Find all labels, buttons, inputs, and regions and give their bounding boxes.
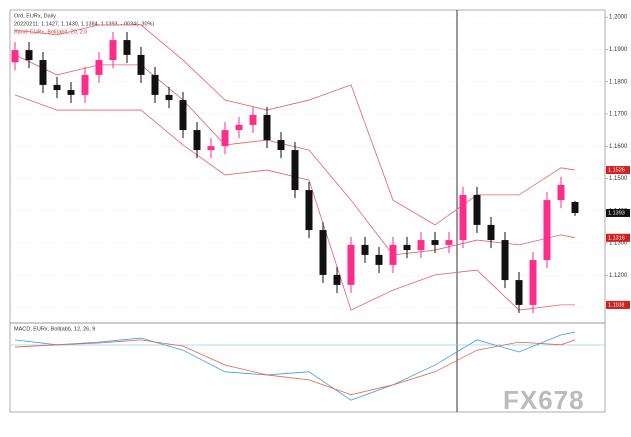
candle-body bbox=[193, 130, 201, 151]
legend-line: Ord, EURx, Daily bbox=[14, 13, 56, 19]
candle-body bbox=[543, 200, 551, 261]
price-tag-box bbox=[606, 233, 630, 242]
candle-body bbox=[473, 194, 481, 225]
candle-body bbox=[263, 114, 271, 141]
candle-body bbox=[389, 244, 397, 265]
candle-body bbox=[571, 202, 579, 213]
price-tag-box bbox=[606, 300, 630, 309]
band-upper bbox=[14, 24, 576, 226]
y-tick-label: 1.1900 bbox=[609, 47, 628, 53]
candle-body bbox=[431, 240, 439, 245]
candle-body bbox=[319, 230, 327, 275]
candle-body bbox=[557, 184, 565, 201]
candle-body bbox=[81, 74, 89, 95]
y-tick-label: 1.1700 bbox=[609, 112, 628, 118]
candle-body bbox=[123, 40, 131, 55]
macd-legend: MACD, EURx, Boll(abl), 12, 26, 9 bbox=[14, 326, 95, 332]
candle-body bbox=[53, 84, 61, 91]
candle-body bbox=[25, 50, 33, 61]
macd-line bbox=[14, 331, 576, 401]
price-tag-box bbox=[606, 208, 630, 217]
y-tick-label: 1.2000 bbox=[609, 15, 628, 21]
candle-body bbox=[403, 244, 411, 251]
candle-body bbox=[95, 60, 103, 75]
candle-body bbox=[207, 146, 215, 151]
legend-line: 20220211: 1.1427, 1.1430, 1.1384, 1.1393… bbox=[14, 21, 154, 27]
price-tag-box bbox=[606, 166, 630, 175]
candle-body bbox=[165, 94, 173, 101]
price-tag: 1.1108 bbox=[608, 302, 624, 308]
candle-body bbox=[235, 124, 243, 131]
candle-body bbox=[445, 240, 453, 245]
candle-body bbox=[515, 280, 523, 305]
candle-body bbox=[375, 254, 383, 265]
candle-body bbox=[291, 150, 299, 191]
candle-body bbox=[305, 190, 313, 231]
y-tick-label: 1.1600 bbox=[609, 144, 628, 150]
candle-body bbox=[11, 50, 19, 63]
y-tick-label: 1.1800 bbox=[609, 79, 628, 85]
candle-body bbox=[249, 114, 257, 125]
candle-body bbox=[459, 194, 467, 241]
legend-line: Band: EURx, Boll(abl), 20, 2.0 bbox=[14, 29, 87, 35]
candle-body bbox=[137, 54, 145, 75]
candle-body bbox=[501, 240, 509, 281]
price-tag: 1.1526 bbox=[608, 168, 625, 174]
price-tag: 1.1316 bbox=[608, 235, 625, 241]
price-tag: 1.1393 bbox=[608, 210, 625, 216]
candle-body bbox=[151, 74, 159, 95]
candle-body bbox=[67, 90, 75, 95]
candle-body bbox=[417, 240, 425, 251]
candle-body bbox=[487, 224, 495, 241]
y-tick-label: 1.1500 bbox=[609, 176, 628, 182]
candle-body bbox=[333, 274, 341, 285]
candle-body bbox=[179, 100, 187, 131]
candle-body bbox=[109, 40, 117, 61]
candle-body bbox=[361, 244, 369, 255]
candle-body bbox=[529, 260, 537, 305]
y-tick-label: 1.1300 bbox=[609, 241, 628, 247]
candle-body bbox=[221, 130, 229, 147]
candle-body bbox=[39, 60, 47, 85]
candle-body bbox=[277, 140, 285, 151]
candle-body bbox=[347, 244, 355, 285]
signal-line bbox=[14, 339, 576, 396]
band-lower bbox=[14, 94, 575, 311]
y-tick-label: 1.1200 bbox=[609, 273, 628, 279]
watermark: FX678 bbox=[503, 385, 585, 415]
